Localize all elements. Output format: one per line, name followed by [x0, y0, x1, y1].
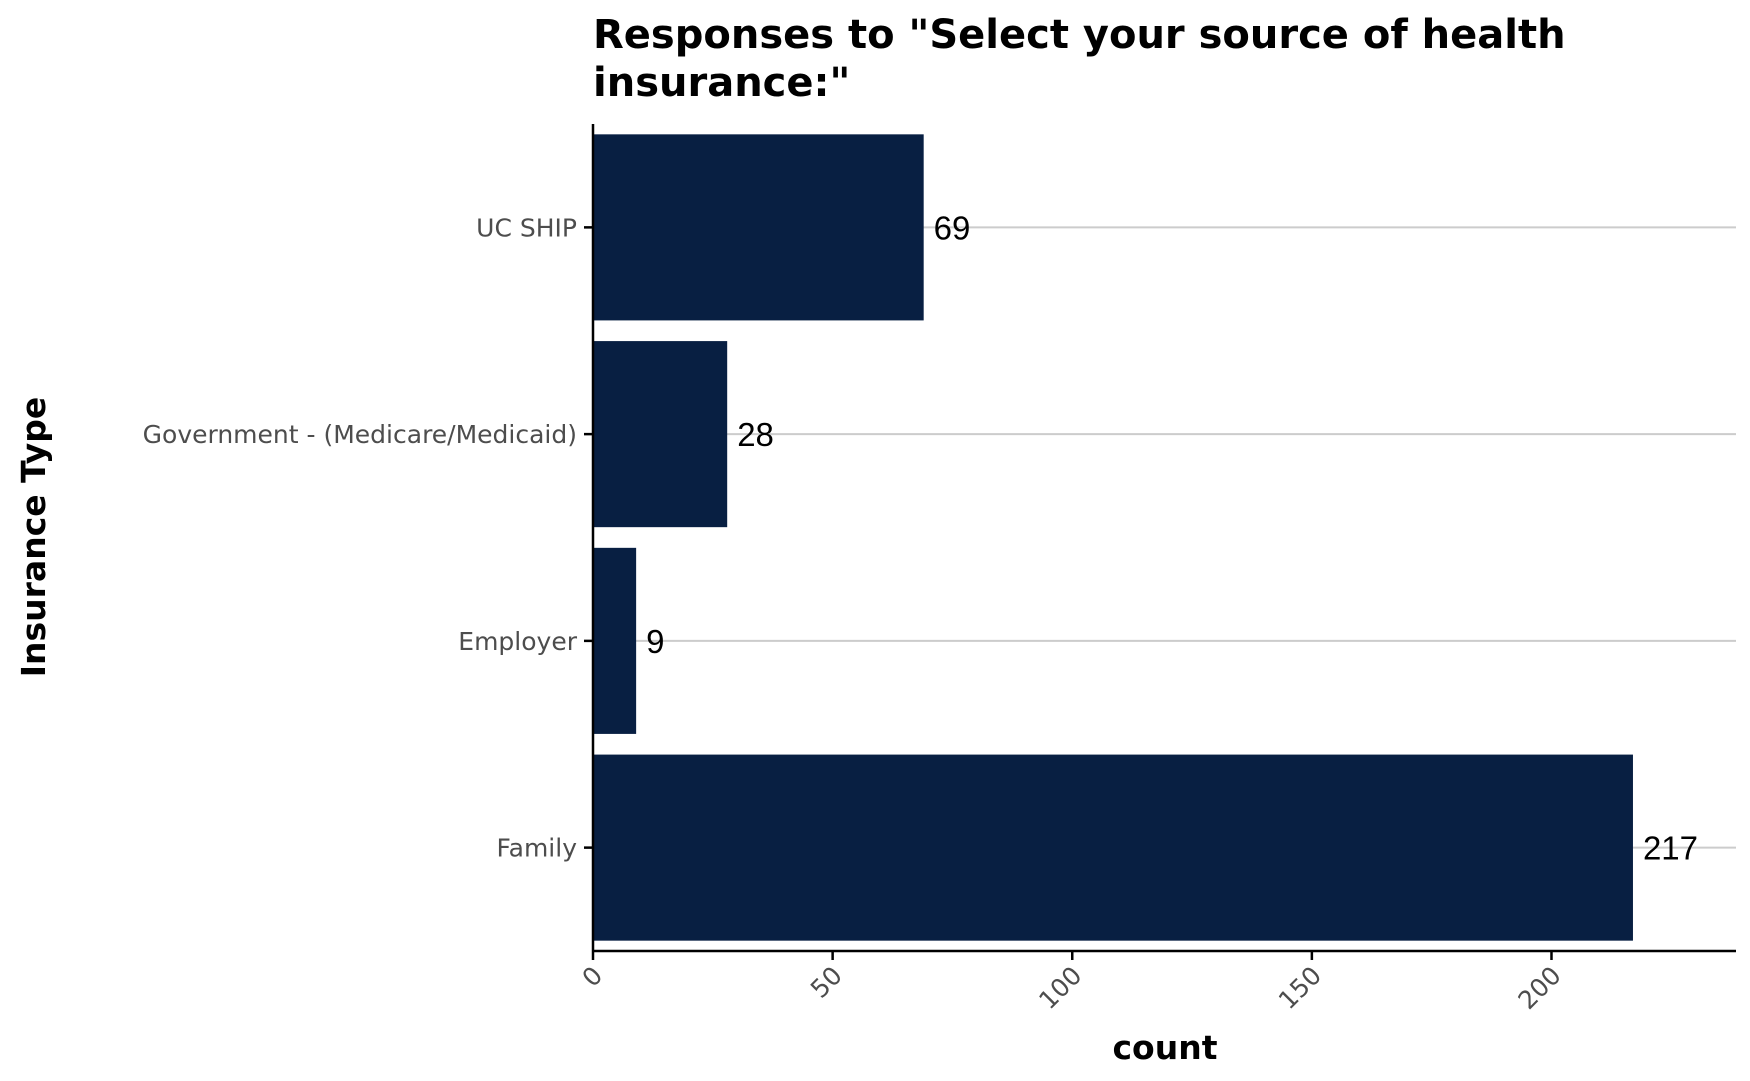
data-labels: 69 28 9 217 [646, 209, 1698, 866]
bars [593, 134, 1633, 941]
x-tick-label: 200 [1512, 961, 1566, 1015]
bar [593, 341, 728, 528]
x-axis-title: count [1113, 1028, 1218, 1067]
bar-value-label: 28 [737, 416, 774, 453]
y-axis-title: Insurance Type [14, 397, 53, 677]
x-axis-ticks: 0 50 100 150 200 [576, 951, 1567, 1015]
bar-value-label: 9 [646, 623, 664, 660]
category-label: Family [497, 834, 578, 863]
x-tick-label: 100 [1033, 961, 1087, 1015]
category-label: Employer [458, 627, 577, 656]
chart-title-line-2: insurance:" [593, 60, 850, 106]
x-tick-label: 0 [576, 961, 608, 993]
x-tick-label: 150 [1273, 961, 1327, 1015]
category-label: Government - (Medicare/Medicaid) [143, 420, 577, 449]
bar [593, 547, 637, 734]
x-tick-label: 50 [805, 961, 848, 1004]
bar-value-label: 69 [934, 209, 971, 246]
bar [593, 134, 924, 321]
chart-title-line-1: Responses to "Select your source of heal… [593, 12, 1566, 58]
bar [593, 754, 1633, 941]
bar-value-label: 217 [1643, 830, 1698, 867]
category-label: UC SHIP [476, 213, 577, 242]
y-axis-ticks: UC SHIP Government - (Medicare/Medicaid) E… [143, 213, 593, 863]
